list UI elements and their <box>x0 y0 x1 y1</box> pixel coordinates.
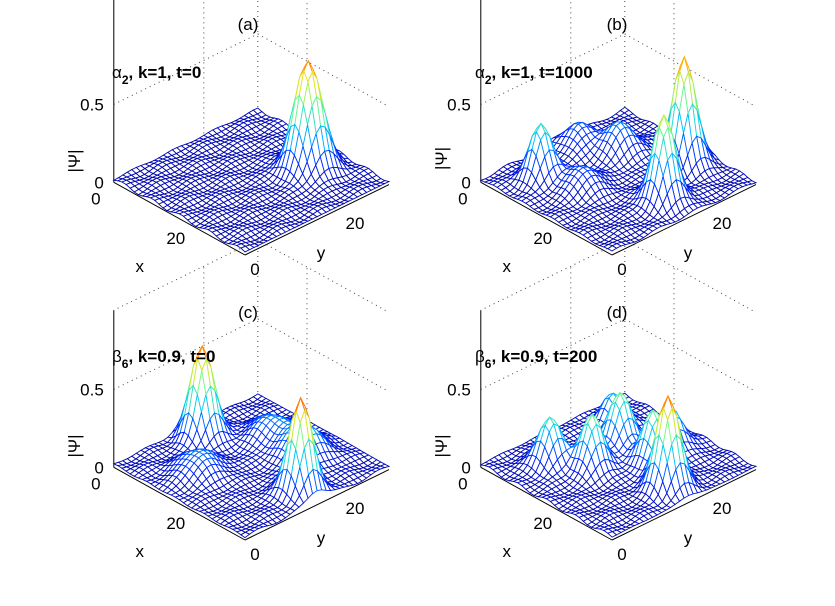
z-tick-label: 0 <box>94 173 103 192</box>
title-symbol: β <box>475 347 485 366</box>
y-axis-label: y <box>684 244 693 263</box>
z-tick-label: 0.5 <box>80 95 104 114</box>
panel-title: β6, k=0.9, t=0 <box>112 347 215 371</box>
title-subscript: 6 <box>485 357 492 371</box>
x-axis-line <box>480 466 613 541</box>
title-subscript: 6 <box>122 357 129 371</box>
x-tick-label: 0 <box>91 189 100 208</box>
panel-label: (b) <box>607 15 628 34</box>
grid-line-z <box>113 33 259 105</box>
surface-mesh <box>112 344 391 539</box>
title-rest: , k=0.9, t=0 <box>128 347 215 366</box>
x-tick-label: 20 <box>166 514 185 533</box>
x-axis-label: x <box>136 257 145 276</box>
panel-label: (c) <box>238 303 258 322</box>
back-edge-top-left <box>113 239 259 311</box>
title-rest: , k=0.9, t=200 <box>491 347 597 366</box>
y-axis-line <box>611 184 757 256</box>
z-tick-label: 0 <box>94 458 103 477</box>
grid-line-z <box>113 318 259 390</box>
title-rest: , k=1, t=1000 <box>492 63 593 82</box>
z-axis-label: |Ψ| <box>65 149 84 172</box>
y-tick-label: 0 <box>617 260 626 279</box>
x-axis-label: x <box>503 542 512 561</box>
x-tick-label: 20 <box>533 514 552 533</box>
surface-cell <box>240 245 251 253</box>
title-symbol: β <box>112 347 122 366</box>
grid-line-z <box>624 318 757 393</box>
title-symbol: α <box>112 63 122 82</box>
surface-cell <box>240 531 251 539</box>
y-tick-label: 20 <box>713 499 732 518</box>
y-axis-label: y <box>317 529 326 548</box>
y-tick-label: 0 <box>250 260 259 279</box>
z-axis-label: |Ψ| <box>65 434 84 457</box>
x-axis-label: x <box>136 542 145 561</box>
back-edge-top-left <box>480 239 626 311</box>
title-subscript: 2 <box>485 73 492 87</box>
title-symbol: α <box>475 63 485 82</box>
z-tick-label: 0.5 <box>447 380 471 399</box>
y-axis-label: y <box>317 244 326 263</box>
title-subscript: 2 <box>122 73 129 87</box>
y-tick-label: 0 <box>617 545 626 564</box>
x-tick-label: 20 <box>533 229 552 248</box>
panel-label: (a) <box>238 15 259 34</box>
z-tick-label: 0.5 <box>447 95 471 114</box>
y-tick-label: 20 <box>346 214 365 233</box>
panel-title: α2, k=1, t=0 <box>112 63 201 87</box>
grid-line-z <box>480 318 626 390</box>
y-axis-line <box>611 469 757 541</box>
grid-line-z <box>257 318 390 393</box>
y-tick-label: 0 <box>250 545 259 564</box>
surface-mesh <box>479 391 758 538</box>
z-tick-label: 0 <box>461 173 470 192</box>
x-axis-line <box>113 181 246 256</box>
y-tick-label: 20 <box>713 214 732 233</box>
panel-label: (d) <box>607 303 628 322</box>
z-axis-label: |Ψ| <box>432 434 451 457</box>
z-tick-label: 0 <box>461 458 470 477</box>
grid-line-z <box>480 33 626 105</box>
panel-title: α2, k=1, t=1000 <box>475 63 593 87</box>
x-axis-line <box>113 466 246 541</box>
surface-cell <box>607 531 618 538</box>
z-axis-label: |Ψ| <box>432 147 451 170</box>
x-tick-label: 0 <box>458 474 467 493</box>
x-axis-label: x <box>503 257 512 276</box>
grid-line-z <box>257 33 390 108</box>
x-tick-label: 20 <box>166 229 185 248</box>
x-axis-line <box>480 181 613 256</box>
z-tick-label: 0.5 <box>80 380 104 399</box>
y-tick-label: 20 <box>346 499 365 518</box>
surface-mesh <box>479 55 758 252</box>
x-tick-label: 0 <box>458 189 467 208</box>
surface-mesh <box>112 59 391 253</box>
x-tick-label: 0 <box>91 474 100 493</box>
y-axis-label: y <box>684 529 693 548</box>
title-rest: , k=1, t=0 <box>129 63 202 82</box>
y-axis-line <box>244 469 390 541</box>
y-axis-line <box>244 184 390 256</box>
surface-cell <box>607 245 618 252</box>
panel-title: β6, k=0.9, t=200 <box>475 347 597 371</box>
